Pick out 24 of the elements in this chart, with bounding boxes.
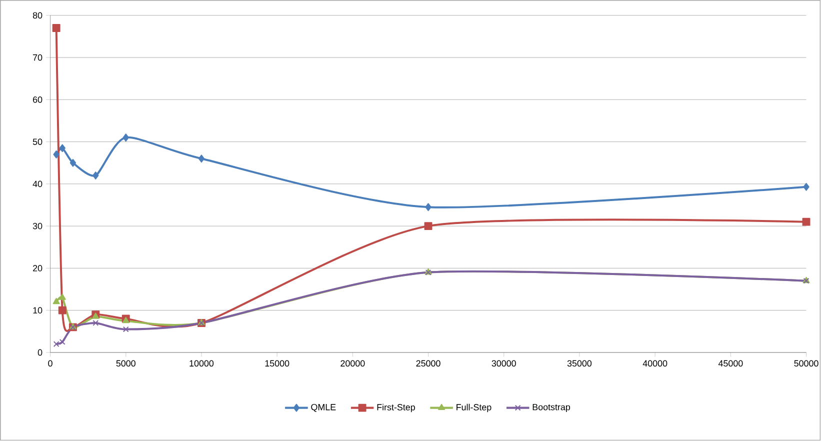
legend-label: QMLE — [311, 404, 336, 412]
x-tick-label: 45000 — [718, 360, 743, 367]
x-tick-label: 35000 — [567, 360, 592, 367]
y-tick-label: 40 — [32, 180, 42, 188]
y-tick-label: 0 — [38, 349, 42, 356]
y-tick-label: 60 — [33, 96, 42, 103]
legend-label: First-Step — [377, 404, 415, 412]
y-tick-label: 30 — [32, 223, 42, 230]
y-tick-label: 80 — [32, 12, 42, 19]
x-tick-label: 50000 — [794, 360, 818, 367]
x-tick-label: 5000 — [116, 360, 136, 367]
x-tick-label: 0 — [48, 360, 52, 367]
y-tick-label: 50 — [32, 138, 42, 146]
x-tick-label: 30000 — [492, 360, 516, 367]
y-tick-label: 20 — [33, 265, 42, 272]
legend-label: Full-Step — [456, 404, 492, 412]
x-tick-label: 10000 — [190, 360, 214, 367]
x-tick-label: 15000 — [265, 360, 290, 367]
y-tick-label: 70 — [33, 54, 42, 61]
x-tick-label: 40000 — [642, 360, 668, 367]
x-tick-label: 20000 — [340, 360, 365, 367]
y-tick-label: 10 — [33, 307, 42, 314]
legend-label: Bootstrap — [532, 404, 570, 412]
x-tick-label: 25000 — [416, 360, 440, 367]
